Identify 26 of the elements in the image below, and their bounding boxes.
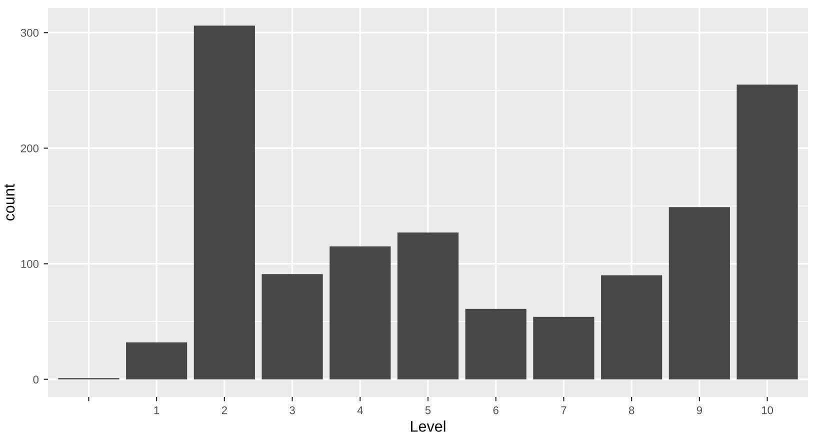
bar (465, 308, 526, 380)
bar (126, 342, 188, 380)
x-tick-label: 3 (290, 406, 295, 414)
bar (397, 232, 459, 380)
x-tick-label: 10 (762, 406, 774, 414)
x-tick-label: 4 (357, 406, 363, 414)
y-tick-label: 300 (20, 28, 39, 37)
bar (330, 246, 391, 380)
bar (533, 316, 594, 380)
y-tick-label: 100 (21, 260, 39, 268)
bar (262, 274, 323, 380)
bar (194, 26, 255, 380)
x-tick-label: 2 (222, 406, 227, 414)
y-axis-title: count (4, 184, 15, 221)
y-tick-label: 200 (20, 144, 39, 152)
y-tick-label: 0 (33, 376, 39, 384)
x-tick-label: 5 (425, 406, 431, 414)
x-tick-label: 7 (561, 406, 566, 414)
bar (736, 84, 798, 380)
x-tick-label: 6 (493, 406, 498, 414)
x-axis-title: Level (410, 420, 446, 432)
bar (668, 207, 730, 380)
bar (601, 275, 662, 380)
x-tick-label: 9 (696, 406, 702, 414)
x-tick-label: 8 (628, 406, 634, 414)
x-tick-label: 1 (154, 406, 160, 414)
